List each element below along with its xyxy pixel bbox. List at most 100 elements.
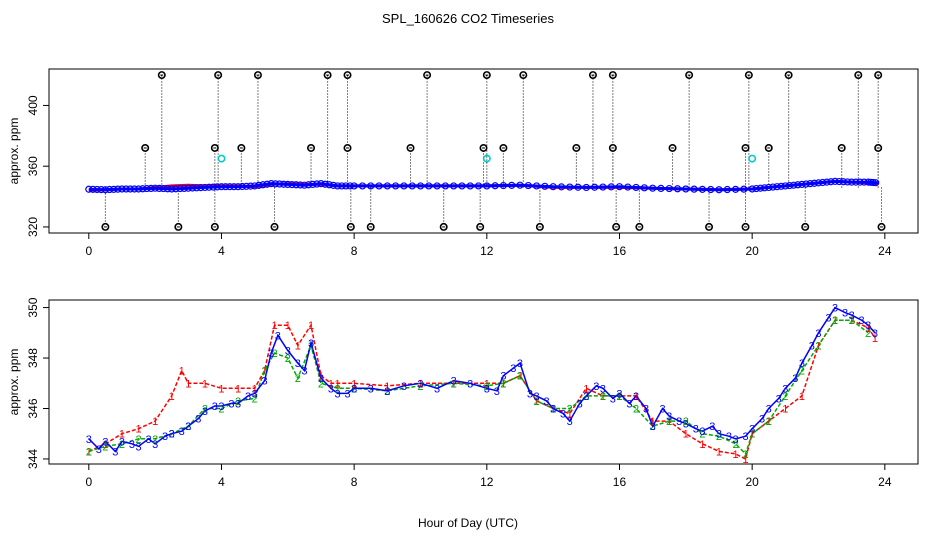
top-series-point	[192, 184, 201, 192]
bottom-series-1-point: 1	[650, 416, 656, 428]
bottom-series-3-point: 3	[643, 403, 649, 415]
top-series-point	[541, 182, 549, 190]
bottom-series-1-point: 1	[252, 383, 258, 395]
bottom-series-3-point: 3	[872, 328, 878, 340]
top-series-point	[180, 184, 188, 192]
bottom-series-3-point: 3	[351, 383, 357, 395]
top-series-point	[441, 182, 449, 190]
top-series-point	[615, 183, 624, 191]
x-tick-label: 20	[745, 475, 759, 489]
outlier-point	[423, 71, 432, 80]
top-series-point	[242, 182, 250, 190]
outlier-point	[101, 222, 110, 231]
outlier-point	[270, 222, 279, 231]
x-tick-label: 24	[878, 244, 892, 258]
top-series-point	[532, 182, 541, 190]
outlier-point	[854, 71, 863, 80]
top-series-point	[566, 183, 574, 191]
outlier-point	[210, 222, 219, 231]
bottom-series-3-point: 3	[112, 446, 118, 458]
top-series-point	[843, 178, 852, 186]
bottom-series-3-point: 3	[709, 421, 715, 433]
bottom-series-3-point: 3	[782, 383, 788, 395]
top-series-point	[856, 178, 864, 186]
top-series-point	[197, 184, 205, 192]
bottom-series-1-point: 1	[235, 383, 241, 395]
bottom-y-axis-label: approx. ppm	[7, 349, 21, 416]
top-series-point	[731, 185, 740, 193]
bottom-series-2-point: 2	[666, 416, 672, 428]
top-series-point	[848, 178, 856, 186]
bottom-series-1-point: 1	[633, 391, 639, 403]
top-series-point	[582, 183, 590, 192]
bottom-series-3-point: 3	[660, 403, 666, 415]
bottom-series-2-point: 2	[271, 348, 277, 360]
bottom-series-1-point: 1	[484, 378, 490, 390]
bottom-series-3-point: 3	[699, 426, 705, 438]
bottom-series-1-point: 1	[500, 378, 506, 390]
x-tick-label: 8	[351, 244, 358, 258]
top-series-point	[831, 177, 839, 185]
bottom-series-2-point: 2	[699, 429, 705, 441]
bottom-series-3-point: 3	[600, 383, 606, 395]
top-series-point	[93, 185, 101, 194]
bottom-series-2-point: 2	[417, 381, 423, 393]
top-series-point	[707, 185, 715, 194]
top-series-point	[416, 182, 425, 190]
bottom-series-3-point: 3	[218, 401, 224, 413]
outlier-point	[874, 71, 883, 80]
bottom-series-1-point: 1	[417, 378, 423, 390]
outlier-point	[612, 222, 621, 231]
top-series-point	[126, 185, 134, 193]
top-series-point	[147, 184, 155, 192]
x-tick-label: 4	[218, 244, 225, 258]
bottom-series-2-point: 2	[169, 429, 175, 441]
top-series-point	[785, 181, 794, 190]
bottom-series-3-point: 3	[616, 388, 622, 400]
bottom-series-3-point: 3	[865, 320, 871, 332]
bottom-series-2-point: 2	[262, 366, 268, 378]
bottom-series-3-point: 3	[334, 388, 340, 400]
top-series-point	[698, 185, 707, 193]
bottom-series-3-point: 3	[666, 411, 672, 423]
bottom-series-2-point: 2	[484, 381, 490, 393]
bottom-series-2-point: 2	[733, 439, 739, 451]
top-series-point	[649, 184, 657, 192]
top-series-point	[168, 185, 176, 193]
top-series-point	[143, 184, 151, 193]
bottom-series-2-point: 2	[742, 449, 748, 461]
top-series-point	[499, 181, 508, 190]
bottom-series-3-point: 3	[434, 383, 440, 395]
bottom-series-2-point: 2	[650, 421, 656, 433]
bottom-series-1-point: 1	[699, 439, 705, 451]
outlier-point	[741, 222, 750, 231]
bottom-series-1-point: 1	[202, 378, 208, 390]
bottom-series-2-point: 2	[500, 378, 506, 390]
top-series-point	[864, 178, 872, 186]
top-series-point	[172, 185, 180, 193]
bottom-series-2-point: 2	[135, 434, 141, 446]
x-tick-label: 0	[85, 244, 92, 258]
bottom-series-2-point: 2	[252, 393, 258, 405]
top-series-point	[781, 182, 789, 190]
bottom-series-2-point: 2	[550, 403, 556, 415]
y-tick-label: 360	[26, 156, 40, 176]
bottom-series-1-point: 1	[733, 449, 739, 461]
top-series-point	[317, 180, 325, 188]
top-series-point	[263, 180, 271, 188]
top-data-marks	[85, 71, 886, 231]
outlier-point	[366, 222, 375, 231]
top-series-point	[118, 185, 126, 193]
bottom-series-3-point: 3	[716, 429, 722, 441]
outlier-point	[874, 143, 883, 152]
bottom-series-2-point: 2	[119, 439, 125, 451]
top-series-point	[176, 184, 184, 193]
bottom-series-3-point: 3	[119, 436, 125, 448]
bottom-series-1-point: 1	[600, 391, 606, 403]
bottom-series-1-point: 1	[799, 391, 805, 403]
top-series-point	[271, 180, 279, 188]
bottom-series-3-point: 3	[583, 391, 589, 403]
bottom-series-3-point: 3	[195, 414, 201, 426]
